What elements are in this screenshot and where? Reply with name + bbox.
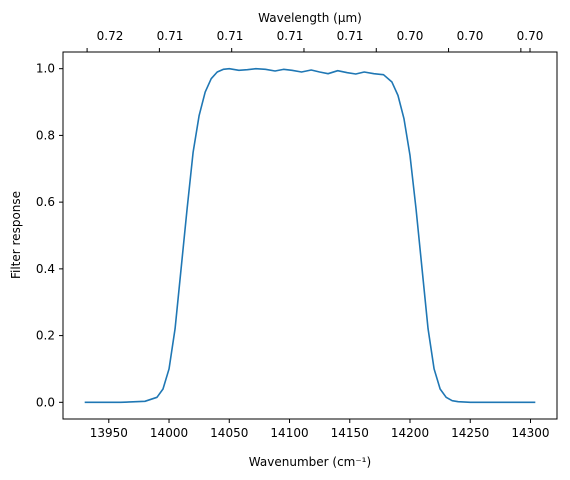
x-tick-label: 14250	[451, 426, 489, 440]
top-tick-label: 0.70	[457, 29, 484, 43]
y-tick-label: 0.4	[36, 262, 55, 276]
top-tick-label: 0.70	[517, 29, 544, 43]
x-axis-title: Wavenumber (cm⁻¹)	[249, 455, 371, 469]
top-axis-title: Wavelength (μm)	[258, 11, 362, 25]
x-tick-label: 14300	[511, 426, 549, 440]
series-layer	[84, 67, 536, 404]
top-axis-ticks: 0.72 0.71 0.71 0.71 0.71 0.70 0.70 0.70	[86, 29, 544, 52]
x-tick-label: 14150	[331, 426, 369, 440]
top-tick-label: 0.72	[97, 29, 124, 43]
x-tick-label: 14050	[210, 426, 248, 440]
top-tick-label: 0.70	[397, 29, 424, 43]
y-tick-label: 0.0	[36, 395, 55, 409]
y-tick-label: 0.2	[36, 329, 55, 343]
x-tick-label: 13950	[90, 426, 128, 440]
top-tick-label: 0.71	[277, 29, 304, 43]
x-tick-label: 14000	[150, 426, 188, 440]
plot-frame	[62, 51, 558, 420]
y-tick-label: 1.0	[36, 62, 55, 76]
plot-area	[63, 52, 557, 419]
x-tick-label: 14200	[391, 426, 429, 440]
x-tick-label: 14100	[270, 426, 308, 440]
top-tick-label: 0.71	[217, 29, 244, 43]
y-tick-label: 0.6	[36, 195, 55, 209]
y-tick-label: 0.8	[36, 128, 55, 142]
top-tick-label: 0.71	[337, 29, 364, 43]
top-tick-label: 0.71	[157, 29, 184, 43]
x-axis-ticks: 13950 14000 14050 14100 14150 14200 14250 14300	[90, 419, 550, 440]
y-axis-title: Filter response	[9, 191, 23, 279]
series-line-1	[84, 67, 536, 404]
y-axis-ticks: 0.0 0.2 0.4 0.6 0.8 1.0	[36, 62, 63, 409]
